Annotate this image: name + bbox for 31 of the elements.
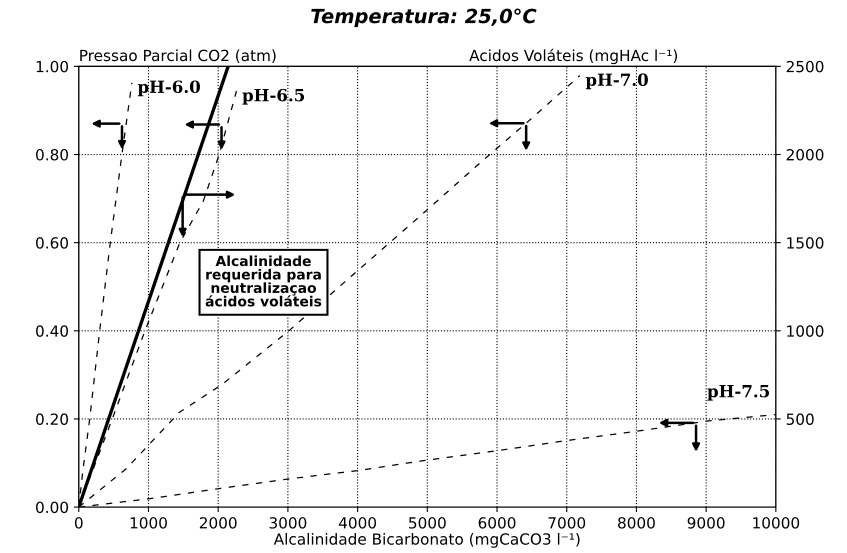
x-tick-label: 7000 [548,517,586,529]
x-tick-label: 6000 [478,517,516,529]
chart-title: Temperatura: 25,0°C [311,8,537,28]
x-tick-label: 8000 [618,517,655,529]
series-label: pH-6.5 [242,88,304,105]
y-tick-label: 0.20 [36,413,68,425]
y-tick-label: 0.40 [36,325,68,337]
y-tick-label: 1.00 [36,60,68,72]
x-tick-label: 1000 [130,517,167,529]
x-tick-label: 5000 [409,517,446,529]
series-label: pH-7.0 [586,73,648,90]
y-axis-title: Pressao Parcial CO2 (atm) [80,49,276,63]
series-label: pH-7.5 [707,385,770,401]
annotation: Alcalinidade requerida para neutralizaçao ácidos voláteis [206,255,322,307]
x-axis-title: Alcalinidade Bicarbonato (mgCaCO3 l⁻¹) [274,533,580,548]
x-tick-label: 2000 [200,517,237,529]
y2-tick-label: 1000 [787,325,824,337]
y-tick-label: 0.80 [36,148,68,161]
x-tick-label: 4000 [338,517,376,529]
y2-tick-label: 1500 [787,237,824,249]
y2-tick-label: 2000 [786,148,824,161]
y2-axis-title: Acidos Voláteis (mgHAc l⁻¹) [469,48,678,64]
y-tick-label: 0.60 [36,237,68,249]
x-tick-label: 3000 [270,517,306,529]
x-tick-label: 9000 [688,517,725,529]
y2-tick-label: 2500 [786,60,824,72]
x-tick-label: 0 [74,517,83,529]
y2-tick-label: 500 [786,413,814,425]
series-label: pH-6.0 [138,80,200,96]
y-tick-label: 0.00 [36,502,68,514]
x-tick-label: 10000 [753,517,800,529]
